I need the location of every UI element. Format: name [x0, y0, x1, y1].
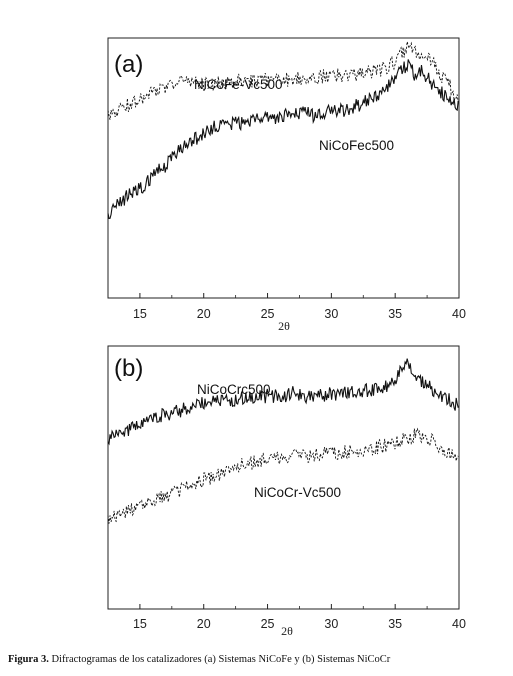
panel-a-x-tick-label: 25 [261, 307, 275, 321]
panel-a-x-tick-label: 35 [388, 307, 402, 321]
series-label-nicocrc500: NiCoCrc500 [197, 382, 271, 397]
panel-a-x-axis-title: 2θ [278, 319, 290, 333]
panel-a-x-ticks: 15 20 25 30 35 40 [107, 293, 466, 321]
panel-a-frame [107, 37, 460, 299]
panel-a-x-tick-label: 20 [197, 307, 211, 321]
series-line-nicocr-vc500 [107, 427, 459, 524]
panel-a: (a) NiCoFe-Vc500 NiCoFec500 15 20 25 30 35 40… [107, 37, 466, 333]
series-line-nicofec500 [107, 59, 459, 219]
panel-b-x-tick-label: 40 [452, 617, 466, 631]
series-line-nicofe-vc500 [107, 41, 459, 120]
figure-caption: Figura 3. Difractogramas de los cataliza… [8, 654, 513, 665]
caption-text: Difractogramas de los catalizadores (a) … [48, 654, 391, 665]
panel-b-x-tick-label: 25 [261, 617, 275, 631]
series-label-nicofe-vc500: NiCoFe-Vc500 [194, 77, 283, 92]
panel-b-x-tick-label: 15 [133, 617, 147, 631]
panel-b-letter: (b) [114, 355, 143, 382]
series-label-nicocr-vc500: NiCoCr-Vc500 [254, 485, 341, 500]
panel-b-x-tick-label: 30 [324, 617, 338, 631]
series-line-nicocrc500 [107, 358, 459, 446]
panel-a-x-tick-label: 15 [133, 307, 147, 321]
panel-b-x-tick-label: 35 [388, 617, 402, 631]
panel-a-letter: (a) [114, 51, 143, 78]
panel-b-x-axis-title: 2θ [281, 624, 293, 638]
panel-a-x-tick-label: 30 [324, 307, 338, 321]
panel-b: (b) NiCoCrc500 NiCoCr-Vc500 15 20 25 30 35 40… [107, 345, 466, 638]
caption-label: Figura 3. [8, 654, 49, 665]
panel-a-x-tick-label: 40 [452, 307, 466, 321]
panel-b-x-ticks: 15 20 25 30 35 40 [107, 604, 466, 631]
series-label-nicofec500: NiCoFec500 [319, 138, 394, 153]
panel-b-frame [107, 345, 460, 610]
panel-b-x-tick-label: 20 [197, 617, 211, 631]
